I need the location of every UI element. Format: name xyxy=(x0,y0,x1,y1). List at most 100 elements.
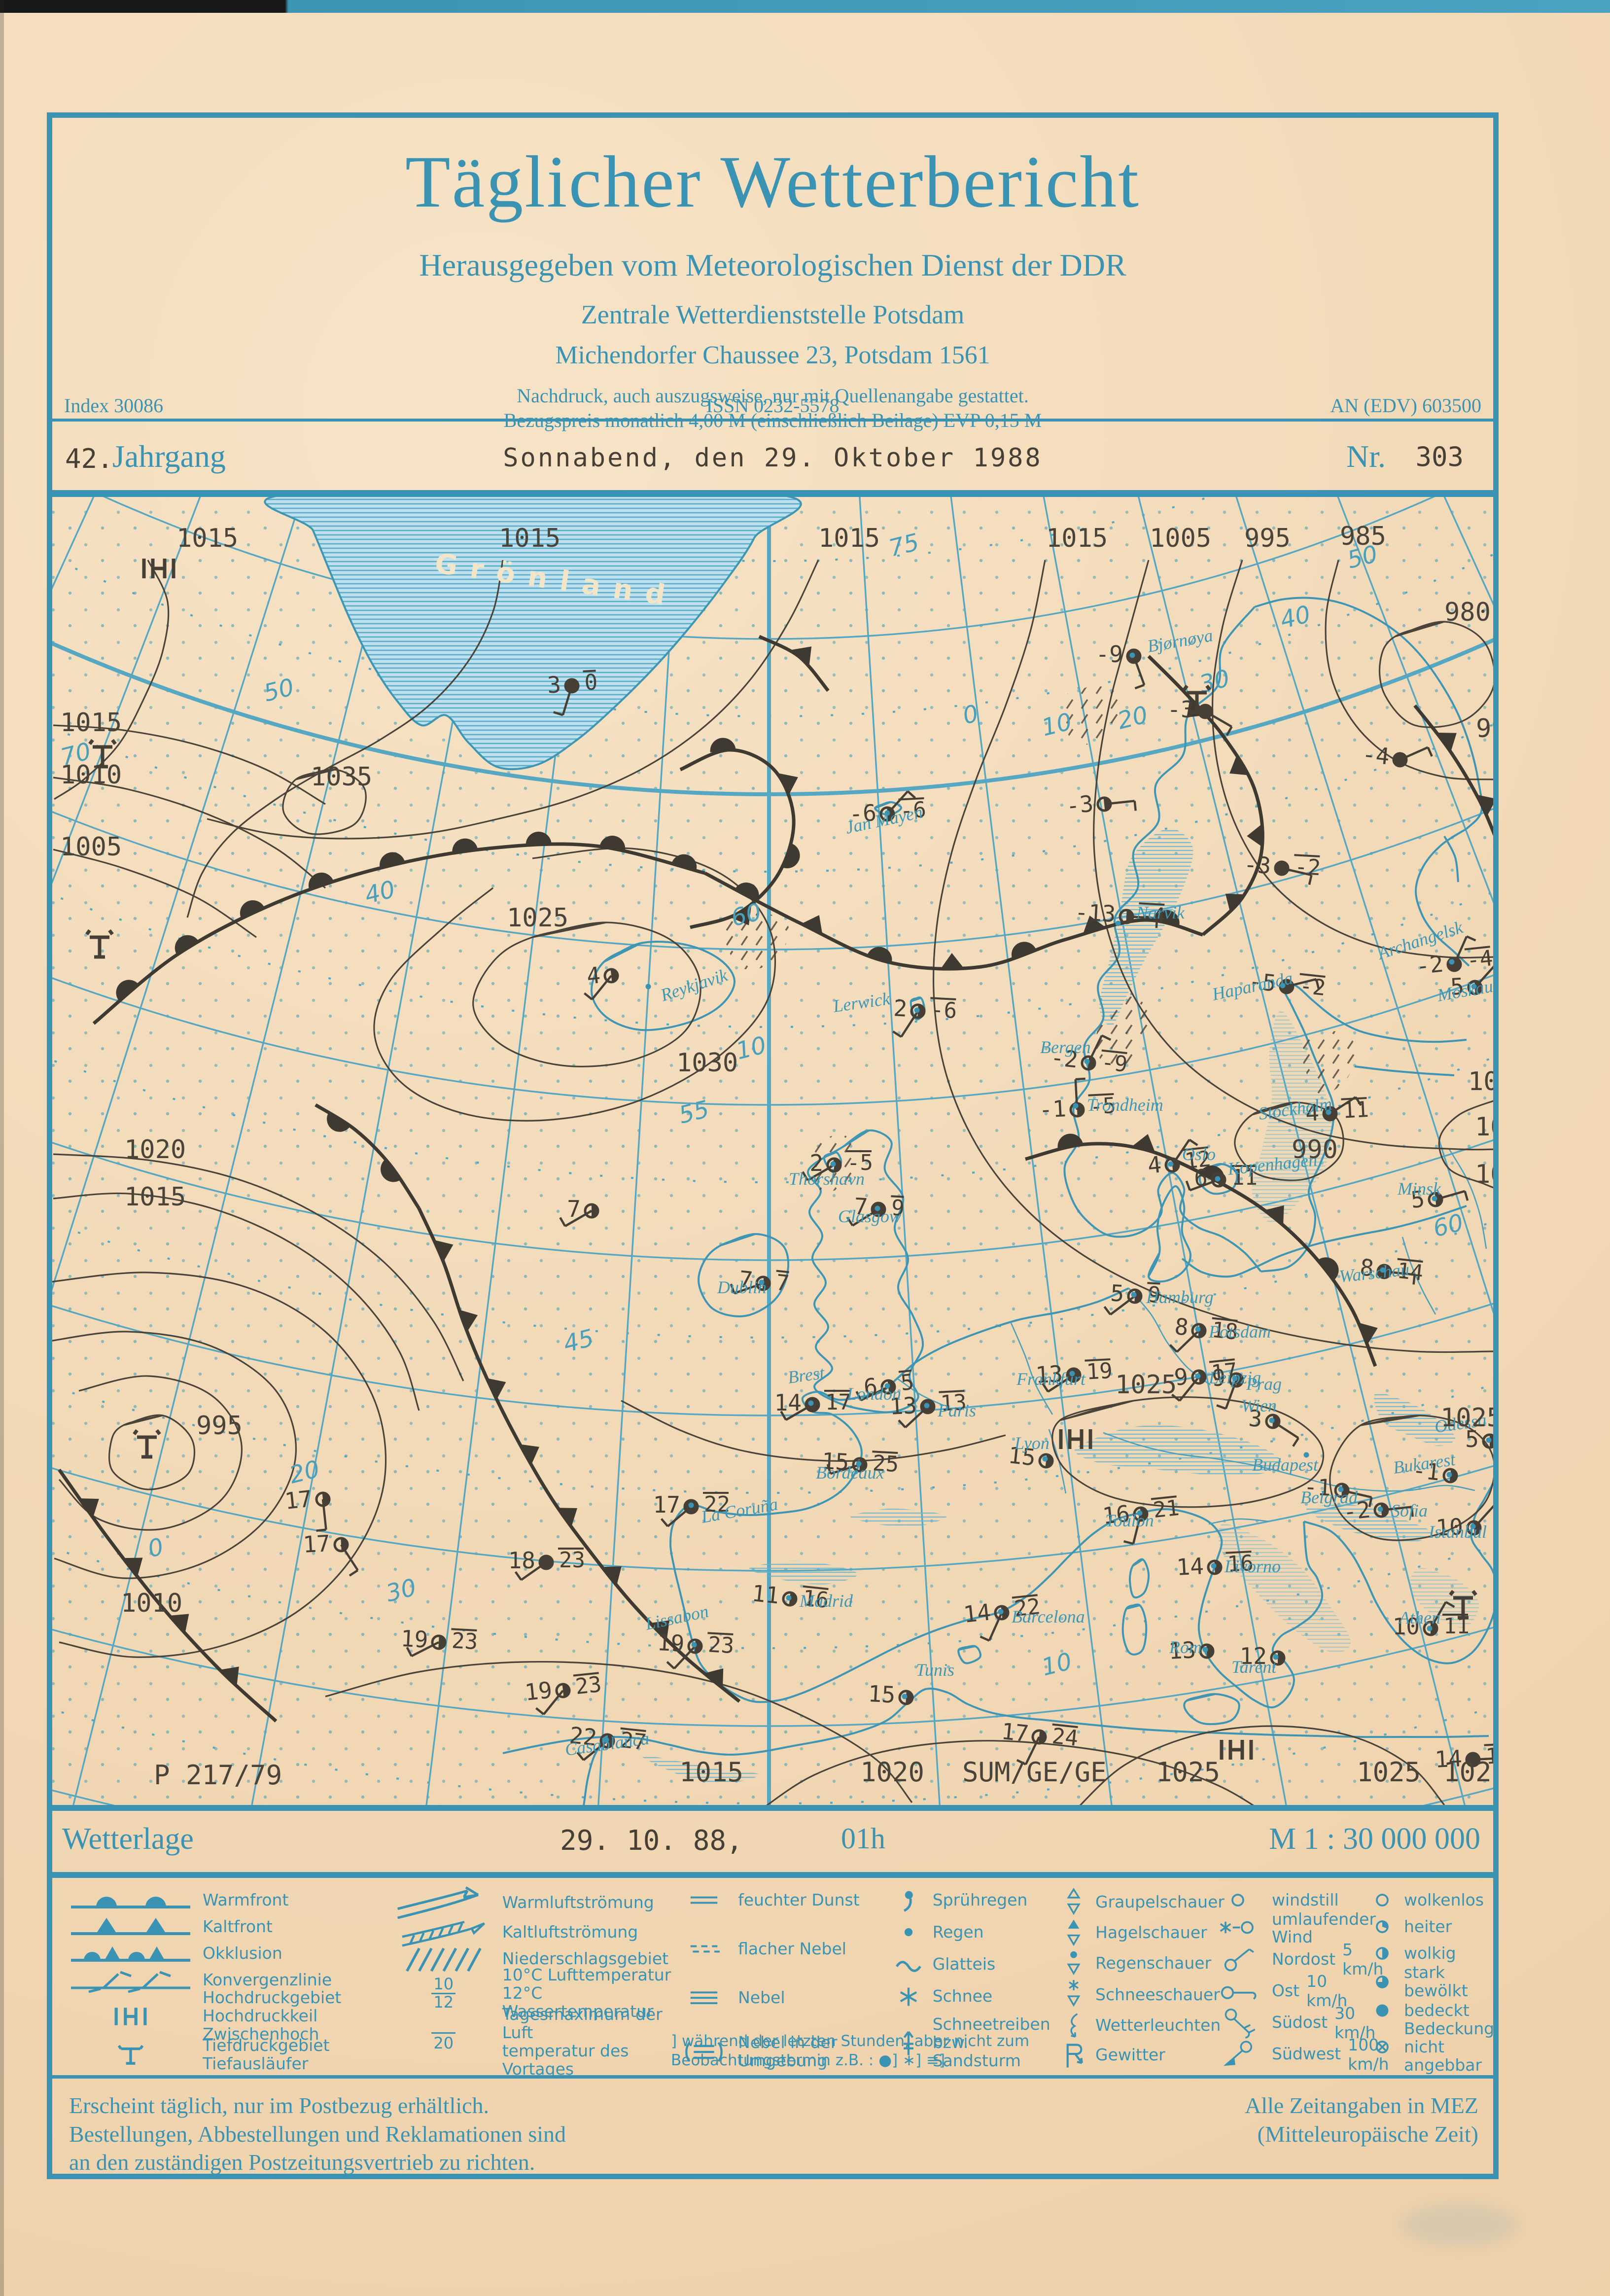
svg-text:22: 22 xyxy=(704,1492,730,1517)
legend-item-label: Nordost xyxy=(1272,1949,1336,1969)
station: 19 23 xyxy=(657,1629,735,1669)
city-dot xyxy=(1069,1371,1075,1377)
legend-item-label: Niederschlagsgebiet xyxy=(502,1949,669,1969)
svg-text:-3: -3 xyxy=(1243,851,1272,879)
station: 17 22 xyxy=(653,1491,730,1527)
station: 15 25 xyxy=(821,1448,900,1477)
legend-item-regsch: Regenschauer xyxy=(1059,1948,1211,1979)
synoptic-map-svg: 4-6 -6-9-13 -4-5 -2-2 -4-1 -52 -52 -6-2 -94 124 11… xyxy=(52,497,1493,1805)
svg-text:4: 4 xyxy=(585,961,601,989)
nebel-icon xyxy=(677,1986,731,2010)
legend-item-label: Nebel in der Umgebung xyxy=(738,2033,838,2071)
city-dot xyxy=(1195,1326,1201,1332)
city-label: Sofia xyxy=(1391,1501,1428,1520)
isobar-label: 1005 xyxy=(1150,524,1211,553)
svg-text:-9: -9 xyxy=(1096,641,1123,668)
legend-item-value: 100 km/h xyxy=(1348,2035,1389,2074)
kaltfront-icon xyxy=(65,1914,196,1940)
station: 2 -5 xyxy=(802,1150,873,1181)
city-label: Belgrad xyxy=(1300,1487,1358,1507)
svg-text:0: 0 xyxy=(584,670,598,695)
legend-item-warmstrom: Warmluftströmung xyxy=(392,1886,673,1919)
legend-item-value: 5 km/h xyxy=(1342,1940,1384,1979)
isobar-label: 1010 xyxy=(60,760,122,790)
station: 19 23 xyxy=(524,1672,603,1715)
svg-text:16: 16 xyxy=(1101,1500,1131,1529)
svg-text:23: 23 xyxy=(574,1672,603,1699)
city-dot xyxy=(924,1403,930,1409)
svg-text:12: 12 xyxy=(1240,1643,1267,1669)
legend-item-tief: Tiefdruckgebiet Tiefausläufer xyxy=(65,2036,388,2073)
svg-text:4: 4 xyxy=(1146,1151,1162,1179)
svg-text:3: 3 xyxy=(1248,1405,1262,1432)
map-scale: M 1 : 30 000 000 xyxy=(1269,1822,1480,1856)
city-dot xyxy=(1280,983,1286,989)
legend-item-label: feuchter Dunst xyxy=(738,1890,860,1909)
city-label: Tarent xyxy=(1231,1657,1277,1677)
nschlag-icon xyxy=(392,1944,495,1975)
city-dot xyxy=(884,1383,890,1389)
legend-column: Sprühregen Regen Glatteis Schnee Schneetreib… xyxy=(891,1887,1055,2070)
legend-column: Graupelschauer Hagelschauer Regenschauer Sc… xyxy=(1059,1887,1225,2070)
svg-text:6: 6 xyxy=(862,1373,878,1401)
isobar-label: 1025 xyxy=(1115,1370,1177,1400)
svg-text:14: 14 xyxy=(1485,1743,1493,1769)
svg-text:5: 5 xyxy=(1110,1279,1124,1307)
svg-text:7: 7 xyxy=(853,1193,868,1220)
wetterlage-time: 01h xyxy=(841,1822,885,1855)
svg-text:17: 17 xyxy=(653,1491,680,1518)
c2-icon xyxy=(1367,1916,1397,1938)
station: -6 -6 xyxy=(848,790,927,827)
edition-row: 42. Jahrgang Sonnabend, den 29. Oktober … xyxy=(52,422,1493,490)
legend-item-label: stark bewölkt xyxy=(1404,1963,1468,2001)
svg-text:18: 18 xyxy=(508,1547,535,1574)
legend-column: wolkenlos heiter wolkig stark bewölkt bedeck… xyxy=(1367,1887,1494,2074)
station: 4 xyxy=(584,961,619,1000)
station: 9 xyxy=(1212,1365,1244,1410)
isobar-label: 1020 xyxy=(124,1135,186,1165)
city-dot xyxy=(786,1595,792,1601)
svg-text:22: 22 xyxy=(568,1722,598,1751)
station: -3 -2 xyxy=(1243,851,1321,885)
station: 14 16 xyxy=(1176,1551,1254,1581)
treiben-icon xyxy=(891,2028,926,2058)
legend-item-graupel: Graupelschauer xyxy=(1059,1887,1225,1917)
city-dot xyxy=(1303,1452,1309,1458)
station: 8 14 xyxy=(1359,1254,1425,1286)
map-top-border xyxy=(52,490,1493,497)
regen-icon xyxy=(891,1922,926,1942)
fronts xyxy=(58,635,1493,1723)
svg-text:16: 16 xyxy=(1226,1551,1254,1577)
ink-smudge xyxy=(1400,2203,1518,2247)
legend-item-dunst: feuchter Dunst xyxy=(677,1887,887,1913)
spruh-icon xyxy=(891,1887,926,1913)
svg-text:14: 14 xyxy=(1176,1553,1204,1581)
footer: Erscheint täglich, nur im Postbezug erhä… xyxy=(52,2079,1493,2175)
svg-text:3: 3 xyxy=(547,671,561,698)
svg-text:-1: -1 xyxy=(1303,1473,1332,1501)
city-dot xyxy=(884,810,890,816)
legend-item-kaltfront: Kaltfront xyxy=(65,1913,388,1940)
station: 13 13 xyxy=(889,1390,967,1428)
legend-item-kaltstrom: Kaltluftströmung xyxy=(392,1919,673,1947)
legend-column: windstill umlaufender Wind Nordost 5 km/h Os… xyxy=(1211,1887,1389,2074)
legend-item-cx: Bedeckung nicht angebbar xyxy=(1367,2019,1494,2074)
legend-item-flnebel: flacher Nebel xyxy=(677,1936,887,1962)
warmfront-icon xyxy=(65,1887,196,1913)
city-dot xyxy=(688,1502,694,1508)
map-legend: Warmfront Kaltfront Okklusion Konvergenzlin… xyxy=(52,1878,1494,2078)
legend-item-label: windstill xyxy=(1272,1890,1339,1909)
isobar-label: 1000 xyxy=(1475,1112,1493,1142)
legend-item-okklusion: Okklusion xyxy=(65,1940,388,1967)
terrain-shading xyxy=(640,828,1456,1783)
legend-item-label: Kaltluftströmung xyxy=(502,1922,638,1942)
timezone-note: Alle Zeitangaben in MEZ (Mitteleuropäisc… xyxy=(1245,2093,1478,2147)
schnee-icon xyxy=(891,1985,926,2008)
city-dot xyxy=(691,1642,697,1648)
station: 17 xyxy=(302,1530,359,1577)
note-line1: ] während der letzten Stunden, aber nich… xyxy=(671,2032,1030,2050)
city-dot xyxy=(856,1461,862,1467)
legend-item-nschlag: Niederschlagsgebiet xyxy=(392,1946,673,1973)
svg-text:6: 6 xyxy=(1194,1165,1208,1191)
